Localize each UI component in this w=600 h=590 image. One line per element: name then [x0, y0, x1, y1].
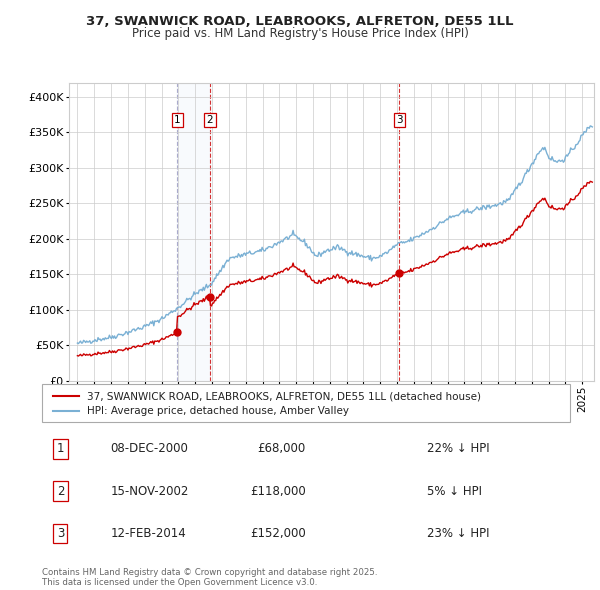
Text: 22% ↓ HPI: 22% ↓ HPI	[427, 442, 490, 455]
Text: 2: 2	[57, 484, 64, 498]
Text: £118,000: £118,000	[250, 484, 306, 498]
Text: 23% ↓ HPI: 23% ↓ HPI	[427, 527, 490, 540]
Text: 37, SWANWICK ROAD, LEABROOKS, ALFRETON, DE55 1LL: 37, SWANWICK ROAD, LEABROOKS, ALFRETON, …	[86, 15, 514, 28]
Text: 15-NOV-2002: 15-NOV-2002	[110, 484, 189, 498]
Text: Price paid vs. HM Land Registry's House Price Index (HPI): Price paid vs. HM Land Registry's House …	[131, 27, 469, 40]
FancyBboxPatch shape	[42, 384, 570, 422]
Text: 3: 3	[57, 527, 64, 540]
Text: 1: 1	[57, 442, 64, 455]
Text: 08-DEC-2000: 08-DEC-2000	[110, 442, 188, 455]
Text: 12-FEB-2014: 12-FEB-2014	[110, 527, 187, 540]
Text: Contains HM Land Registry data © Crown copyright and database right 2025.
This d: Contains HM Land Registry data © Crown c…	[42, 568, 377, 587]
Text: 2: 2	[206, 115, 214, 125]
Text: 1: 1	[174, 115, 181, 125]
Bar	[178, 83, 210, 381]
Text: 37, SWANWICK ROAD, LEABROOKS, ALFRETON, DE55 1LL (detached house): 37, SWANWICK ROAD, LEABROOKS, ALFRETON, …	[87, 391, 481, 401]
Text: HPI: Average price, detached house, Amber Valley: HPI: Average price, detached house, Ambe…	[87, 407, 349, 417]
Text: 3: 3	[396, 115, 403, 125]
Text: 5% ↓ HPI: 5% ↓ HPI	[427, 484, 482, 498]
Text: £68,000: £68,000	[258, 442, 306, 455]
Text: £152,000: £152,000	[250, 527, 306, 540]
